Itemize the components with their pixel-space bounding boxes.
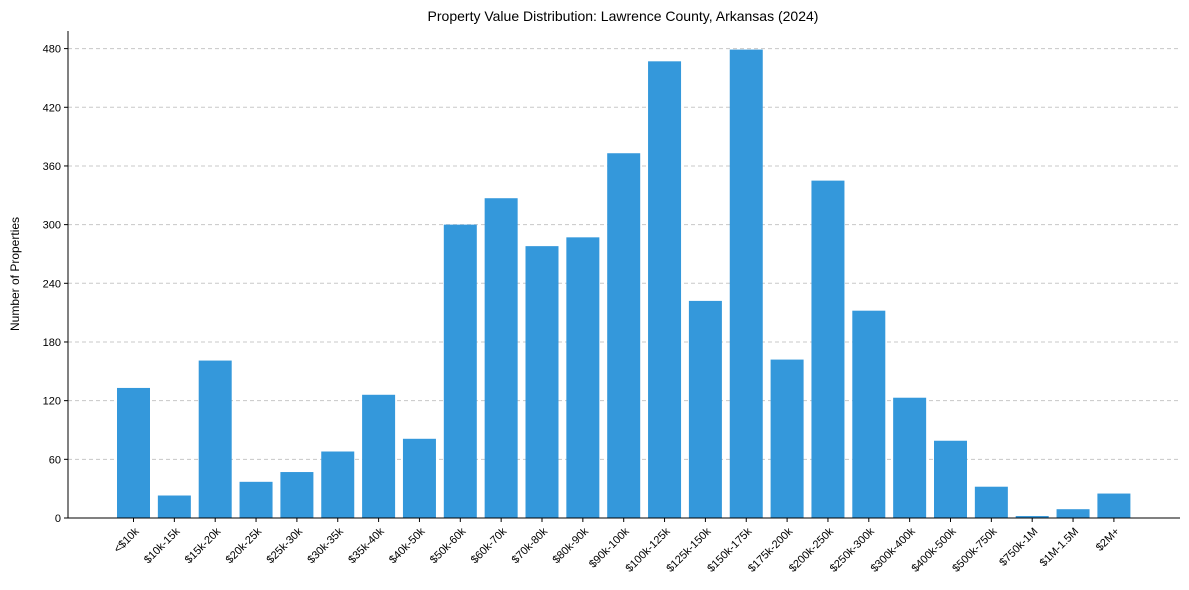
bar-4: [280, 472, 314, 518]
bar-20: [934, 440, 967, 518]
x-tick-label: $60k-70k: [469, 525, 510, 566]
x-tick-label: $40k-50k: [387, 525, 428, 566]
bar-12: [607, 153, 641, 519]
bar-17: [811, 180, 845, 518]
y-tick-label: 60: [49, 454, 61, 466]
bar-11: [566, 237, 600, 518]
bar-16: [770, 359, 804, 518]
bar-1: [157, 495, 191, 518]
bars: [117, 49, 1131, 519]
bar-10: [525, 246, 559, 518]
y-tick-label: 240: [43, 278, 61, 290]
y-tick-label: 360: [43, 161, 61, 173]
y-tick-label: 0: [55, 513, 61, 525]
y-tick-label: 180: [43, 337, 61, 349]
bar-14: [688, 300, 722, 518]
y-axis-ticks: 0 60 120 180 240 300 360 420 480: [43, 44, 68, 525]
bar-19: [893, 397, 927, 518]
bar-0: [117, 387, 150, 518]
x-tick-label: $25k-30k: [265, 525, 306, 566]
y-tick-label: 300: [43, 220, 61, 232]
x-tick-label: $70k-80k: [510, 525, 551, 566]
y-tick-label: 420: [43, 102, 61, 114]
x-tick-label: $15k-20k: [183, 525, 224, 566]
y-tick-label: 120: [43, 396, 61, 408]
bar-3: [239, 481, 273, 518]
bar-13: [648, 61, 682, 518]
bar-7: [402, 438, 436, 518]
bar-23: [1056, 509, 1090, 518]
x-tick-label: $20k-25k: [224, 525, 265, 566]
x-tick-label: $750k-1M: [997, 526, 1040, 569]
y-axis-label: Number of Properties: [8, 217, 22, 331]
x-tick-label: $80k-90k: [550, 525, 591, 566]
bar-24: [1097, 493, 1131, 518]
bar-18: [852, 310, 886, 518]
bar-5: [321, 451, 355, 518]
bar-22: [1015, 516, 1049, 518]
bar-6: [362, 394, 396, 518]
x-tick-label: $30k-35k: [305, 525, 346, 566]
x-tick-label: $1M-1.5M: [1038, 526, 1082, 570]
y-tick-label: 480: [43, 44, 61, 56]
bar-15: [729, 49, 763, 518]
x-axis-ticks: <$10k $10k-15k $15k-20k $20k-25k $25k-30k $30…: [112, 518, 1122, 575]
chart-title: Property Value Distribution: Lawrence Co…: [428, 8, 819, 24]
x-tick-label: $50k-60k: [428, 525, 469, 566]
x-tick-label: $35k-40k: [346, 525, 387, 566]
bar-8: [443, 224, 477, 518]
x-tick-label: $500k-750k: [950, 525, 999, 574]
bar-2: [198, 360, 232, 518]
x-tick-label: $10k-15k: [142, 525, 183, 566]
x-tick-label: <$10k: [112, 525, 142, 555]
x-tick-label: $2M+: [1094, 526, 1122, 554]
bar-21: [974, 486, 1008, 518]
bar-9: [484, 198, 518, 518]
